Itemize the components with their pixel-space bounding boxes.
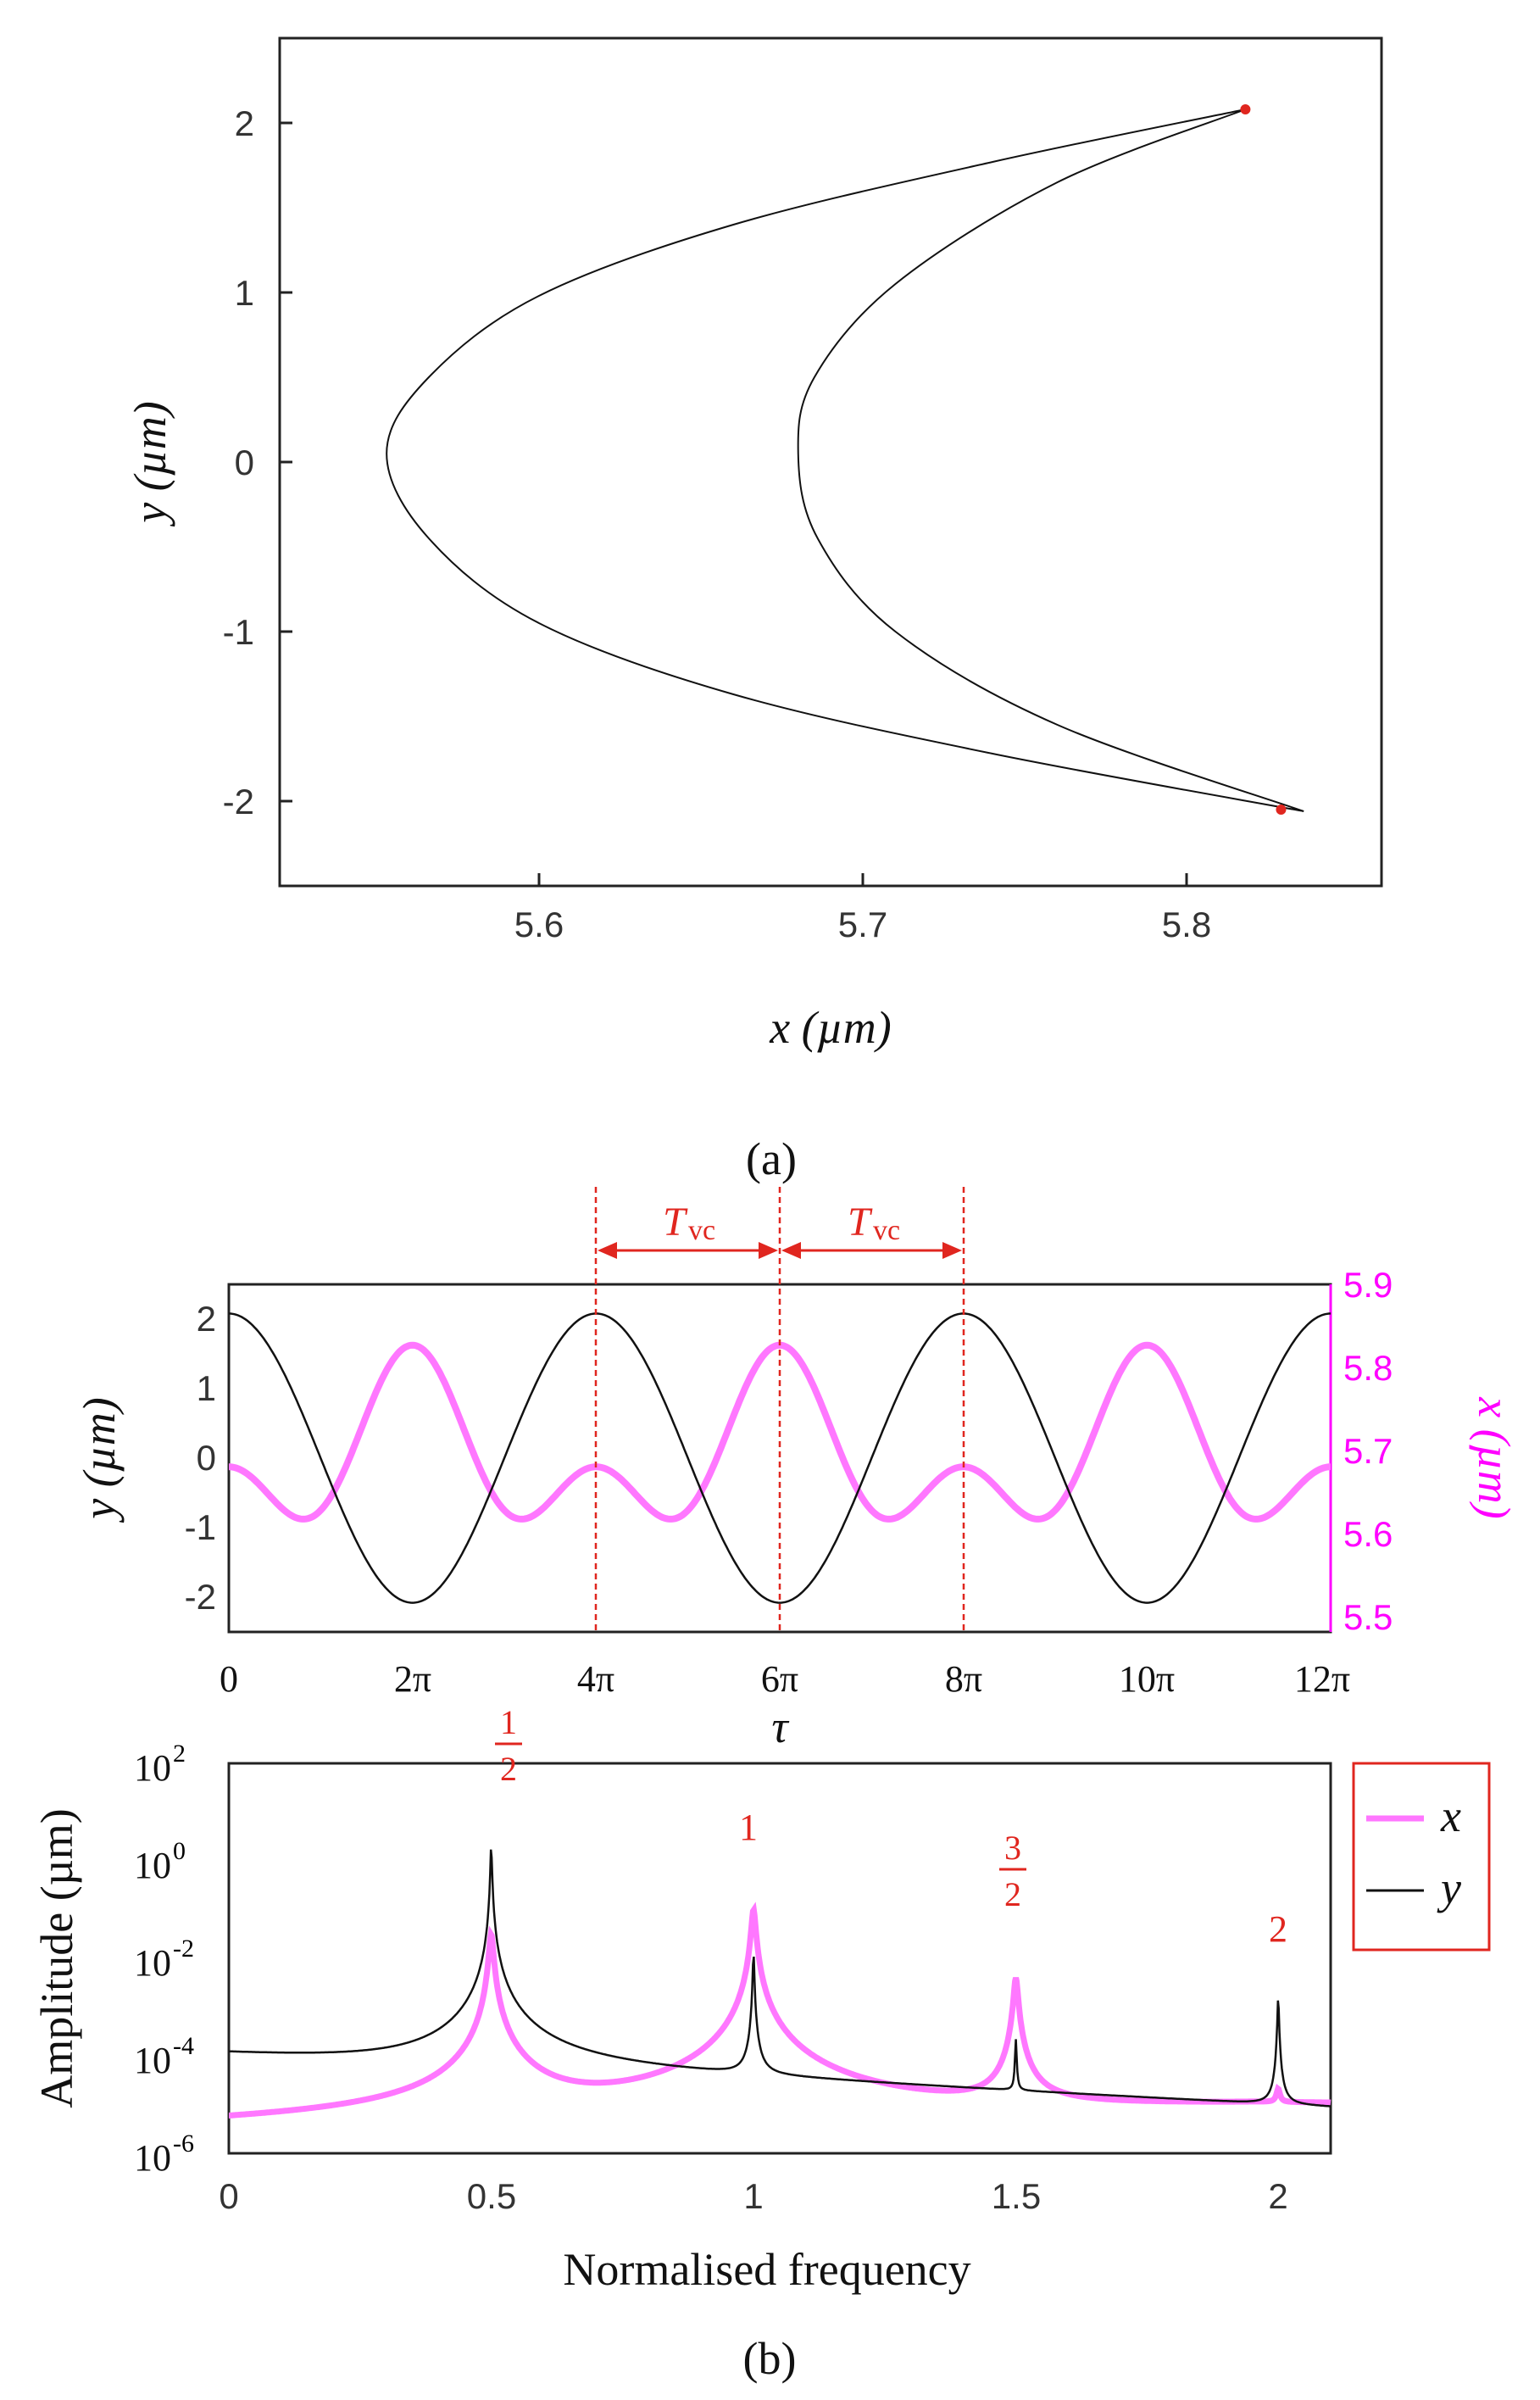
- b-tau-label: τ: [771, 1701, 789, 1752]
- a-ytick-label: -1: [223, 612, 254, 652]
- spec-xtick-label: 0: [219, 2176, 238, 2216]
- a-ytick-label: 1: [235, 273, 254, 313]
- b-spec-axes-box: [227, 1762, 1332, 2155]
- b-time-right-ticks: 5.9 5.8 5.7 5.6 5.5: [1343, 1265, 1393, 1637]
- spec-ytick-base: 10: [134, 2137, 171, 2179]
- spectrum-y-line: [229, 1849, 1331, 2108]
- spec-ytick-exp: -4: [173, 2032, 194, 2060]
- b-ytick-right: 5.7: [1343, 1431, 1393, 1471]
- orbit-curve: [386, 109, 1304, 812]
- spectrum-peak-labels: 1 2 1 3 2 2: [495, 1703, 1287, 1950]
- b-ytick-right: 5.5: [1343, 1597, 1393, 1637]
- b-ytick-right: 5.6: [1343, 1514, 1393, 1554]
- peak-label-two: 2: [1269, 1908, 1287, 1950]
- panel-a-chart: 5.6 5.7 5.8 2 1 0 -1 -2 x (µm) y (µm) (a…: [125, 36, 1383, 1184]
- orbit-marker-top: [1240, 104, 1251, 114]
- b-time-x-ticks: 0 2π 4π 6π 8π 10π 12π: [220, 1658, 1350, 1700]
- spec-y-axis-label: Amplitude (µm): [31, 1808, 82, 2108]
- spec-xtick-label: 1: [743, 2176, 763, 2216]
- peak-label-threehalves-num: 3: [1004, 1829, 1021, 1867]
- period-label-2: T: [848, 1200, 873, 1245]
- b-xtick-label: 6π: [761, 1658, 798, 1700]
- peak-label-half-den: 2: [500, 1750, 517, 1788]
- b-time-left-ticks: 2 1 0 -1 -2: [185, 1299, 216, 1617]
- a-ytick-label: -2: [223, 782, 254, 821]
- spec-ytick-exp: -2: [173, 1935, 194, 1963]
- b-ytick-right: 5.8: [1343, 1348, 1393, 1388]
- panel-b-time-chart: T vc T vc 0 2π 4π 6π 8π 10π 12π 2 1 0 -1…: [74, 1187, 1520, 1752]
- b-xtick-label: 0: [220, 1658, 238, 1700]
- b-spec-y-ticks: 10 2 10 0 10 -2 10 -4 10 -6: [134, 1740, 194, 2179]
- a-xtick-label: 5.8: [1162, 905, 1211, 944]
- b-ytick-left: 2: [197, 1299, 216, 1339]
- b-xtick-label: 4π: [577, 1658, 614, 1700]
- a-ytick-label: 2: [235, 103, 254, 143]
- spec-xtick-label: 0.5: [467, 2176, 516, 2216]
- a-y-axis-label: y (µm): [125, 401, 175, 527]
- b-xtick-label: 10π: [1119, 1658, 1175, 1700]
- b-right-axis-label: x (µm): [1469, 1396, 1520, 1519]
- a-xtick-label: 5.6: [514, 905, 564, 944]
- arrowhead: [781, 1242, 801, 1259]
- peak-label-threehalves-den: 2: [1004, 1875, 1021, 1913]
- a-xtick-label: 5.7: [838, 905, 887, 944]
- legend-x-label: x: [1440, 1790, 1461, 1841]
- period-label-1-sub: vc: [688, 1215, 715, 1246]
- peak-label-one: 1: [739, 1807, 758, 1848]
- b-ytick-left: 1: [197, 1368, 216, 1408]
- b-left-axis-label: y (µm): [74, 1397, 125, 1523]
- b-time-axes-box: [227, 1283, 1332, 1634]
- arrowhead: [942, 1242, 962, 1259]
- panel-a-y-ticks: 2 1 0 -1 -2: [223, 103, 292, 821]
- b-ytick-left: 0: [197, 1438, 216, 1478]
- spec-ytick-base: 10: [134, 1942, 171, 1984]
- panel-b-label: (b): [743, 2333, 797, 2384]
- spec-ytick-exp: 2: [173, 1740, 186, 1768]
- b-xtick-label: 12π: [1294, 1658, 1350, 1700]
- period-label-1: T: [663, 1200, 688, 1245]
- panel-a-x-ticks: 5.6 5.7 5.8: [514, 873, 1211, 944]
- peak-label-half-num: 1: [500, 1703, 517, 1741]
- spectrum-legend: x y: [1352, 1762, 1491, 1952]
- panel-a-axes-box: [278, 36, 1383, 888]
- series-y-line: [228, 1312, 1332, 1604]
- spec-ytick-base: 10: [134, 2040, 171, 2081]
- spec-ytick-base: 10: [134, 1845, 171, 1886]
- panel-a-label: (a): [746, 1133, 797, 1184]
- panel-b-spectrum-chart: 0 0.5 1 1.5 2 10 2 10 0 10 -2 10 -4 10 -…: [31, 1703, 1491, 2384]
- period-vlines: T vc T vc: [594, 1187, 965, 1632]
- a-ytick-label: 0: [235, 443, 254, 482]
- b-xtick-label: 8π: [945, 1658, 982, 1700]
- spec-ytick-exp: 0: [173, 1837, 186, 1865]
- spec-ytick-exp: -6: [173, 2130, 194, 2158]
- period-label-2-sub: vc: [873, 1215, 900, 1246]
- arrowhead: [759, 1242, 778, 1259]
- spectrum-x-line: [229, 1902, 1332, 2119]
- spec-xtick-label: 1.5: [992, 2176, 1041, 2216]
- b-ytick-left: -2: [185, 1577, 216, 1617]
- arrowhead: [598, 1242, 617, 1259]
- legend-box: [1352, 1762, 1491, 1952]
- b-ytick-left: -1: [185, 1507, 216, 1547]
- b-spec-x-ticks: 0 0.5 1 1.5 2: [219, 2176, 1287, 2216]
- spec-ytick-base: 10: [134, 1747, 171, 1789]
- spec-x-axis-label: Normalised frequency: [563, 2244, 970, 2295]
- a-x-axis-label: x (µm): [769, 1002, 892, 1053]
- b-ytick-right: 5.9: [1343, 1265, 1393, 1305]
- orbit-marker-bottom: [1276, 805, 1287, 815]
- legend-y-label: y: [1437, 1863, 1461, 1913]
- spec-xtick-label: 2: [1268, 2176, 1287, 2216]
- b-xtick-label: 2π: [394, 1658, 431, 1700]
